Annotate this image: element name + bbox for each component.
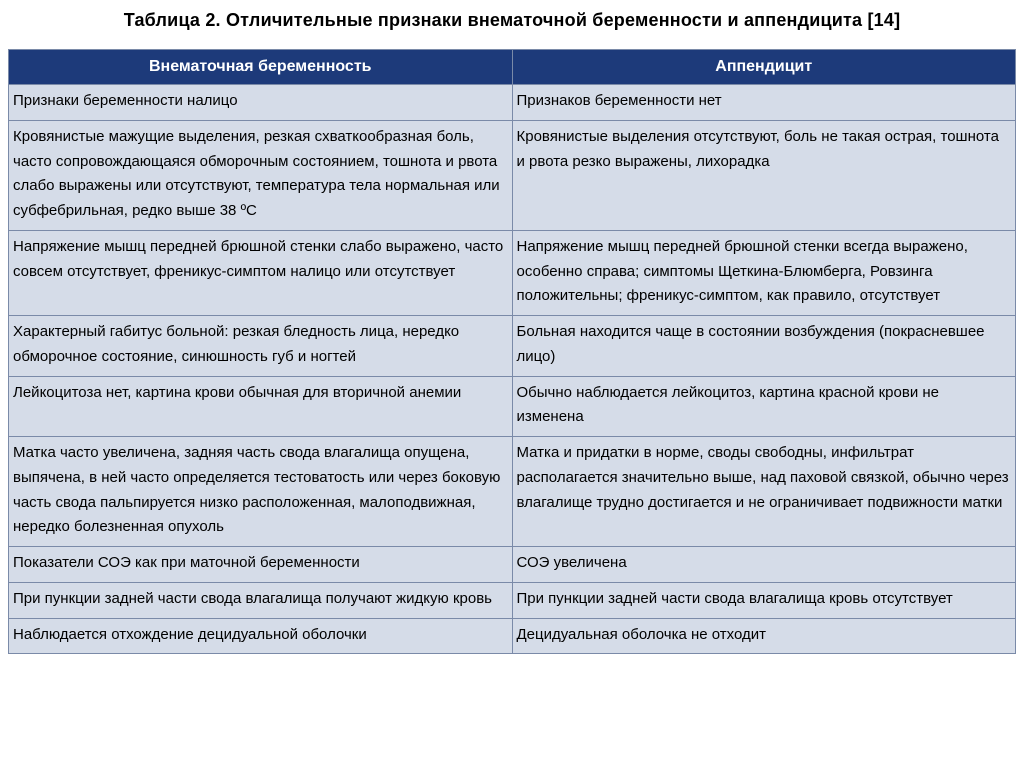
cell-right: Обычно наблюдается лейкоцитоз, картина к… bbox=[512, 376, 1016, 437]
cell-left: Напряжение мышц передней брюшной стенки … bbox=[9, 230, 513, 315]
table-row: Напряжение мышц передней брюшной стенки … bbox=[9, 230, 1016, 315]
table-row: Показатели СОЭ как при маточной беременн… bbox=[9, 547, 1016, 583]
table-row: Лейкоцитоза нет, картина крови обычная д… bbox=[9, 376, 1016, 437]
table-row: Характерный габитус больной: резкая блед… bbox=[9, 316, 1016, 377]
cell-right: Напряжение мышц передней брюшной стенки … bbox=[512, 230, 1016, 315]
cell-right: Больная находится чаще в состоянии возбу… bbox=[512, 316, 1016, 377]
cell-right: Децидуальная оболочка не отходит bbox=[512, 618, 1016, 654]
cell-left: Показатели СОЭ как при маточной беременн… bbox=[9, 547, 513, 583]
cell-left: Лейкоцитоза нет, картина крови обычная д… bbox=[9, 376, 513, 437]
table-title: Таблица 2. Отличительные признаки внемат… bbox=[8, 10, 1016, 31]
table-row: Наблюдается отхождение децидуальной обол… bbox=[9, 618, 1016, 654]
cell-right: СОЭ увеличена bbox=[512, 547, 1016, 583]
cell-right: Кровянистые выделения отсутствуют, боль … bbox=[512, 120, 1016, 230]
table-row: При пункции задней части свода влагалища… bbox=[9, 582, 1016, 618]
comparison-table: Внематочная беременность Аппендицит Приз… bbox=[8, 49, 1016, 654]
cell-left: При пункции задней части свода влагалища… bbox=[9, 582, 513, 618]
cell-left: Признаки беременности налицо bbox=[9, 85, 513, 121]
cell-left: Наблюдается отхождение децидуальной обол… bbox=[9, 618, 513, 654]
cell-right: Матка и придатки в норме, своды свободны… bbox=[512, 437, 1016, 547]
cell-left: Матка часто увеличена, задняя часть свод… bbox=[9, 437, 513, 547]
table-row: Признаки беременности налицо Признаков б… bbox=[9, 85, 1016, 121]
col-header-ectopic: Внематочная беременность bbox=[9, 50, 513, 85]
cell-right: При пункции задней части свода влагалища… bbox=[512, 582, 1016, 618]
table-row: Кровянистые мажущие выделения, резкая сх… bbox=[9, 120, 1016, 230]
cell-left: Кровянистые мажущие выделения, резкая сх… bbox=[9, 120, 513, 230]
table-header-row: Внематочная беременность Аппендицит bbox=[9, 50, 1016, 85]
table-row: Матка часто увеличена, задняя часть свод… bbox=[9, 437, 1016, 547]
col-header-appendicitis: Аппендицит bbox=[512, 50, 1016, 85]
cell-left: Характерный габитус больной: резкая блед… bbox=[9, 316, 513, 377]
cell-right: Признаков беременности нет bbox=[512, 85, 1016, 121]
